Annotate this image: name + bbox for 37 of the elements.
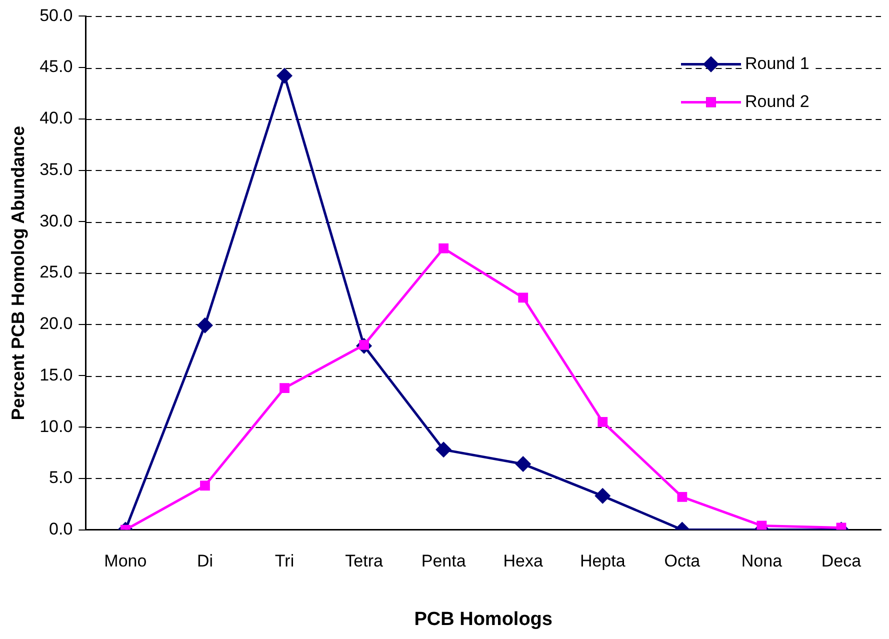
y-tick-label: 5.0	[49, 468, 73, 488]
x-tick-label: Hexa	[503, 552, 544, 571]
point	[677, 492, 688, 502]
y-tick-label: 45.0	[40, 57, 73, 76]
point	[598, 416, 608, 427]
y-tick-label: 50.0	[40, 6, 73, 25]
point	[594, 488, 611, 504]
point	[515, 456, 532, 472]
x-tick-label: Nona	[741, 552, 783, 571]
y-tick-label: 40.0	[40, 108, 73, 128]
point	[200, 480, 210, 491]
x-tick-label: Mono	[104, 552, 147, 571]
legend-label: Round 1	[745, 54, 810, 73]
x-tick-label: Di	[196, 552, 214, 571]
y-axis-title: Percent PCB Homolog Abundance	[8, 126, 28, 420]
point	[756, 520, 767, 530]
x-tick-label: Tri	[274, 552, 294, 571]
x-tick-label: Tetra	[345, 552, 384, 571]
point	[196, 317, 213, 334]
y-tick-label: 25.0	[40, 262, 73, 282]
x-tick-label: Octa	[664, 552, 701, 571]
point	[518, 292, 528, 303]
x-axis-title: PCB Homologs	[414, 608, 552, 630]
point	[436, 442, 452, 458]
legend-label: Round 2	[745, 92, 810, 111]
y-tick-label: 15.0	[40, 365, 73, 384]
y-tick-label: 35.0	[40, 160, 73, 179]
y-tick-label: 0.0	[49, 519, 73, 538]
point	[280, 383, 290, 393]
x-tick-label: Penta	[421, 552, 466, 571]
point	[438, 243, 449, 254]
y-tick-label: 20.0	[40, 314, 73, 334]
y-tick-label: 10.0	[40, 416, 73, 436]
point	[276, 68, 293, 84]
y-tick-label: 30.0	[40, 211, 73, 230]
x-tick-label: Hepta	[580, 552, 626, 571]
x-tick-label: Deca	[821, 552, 862, 571]
